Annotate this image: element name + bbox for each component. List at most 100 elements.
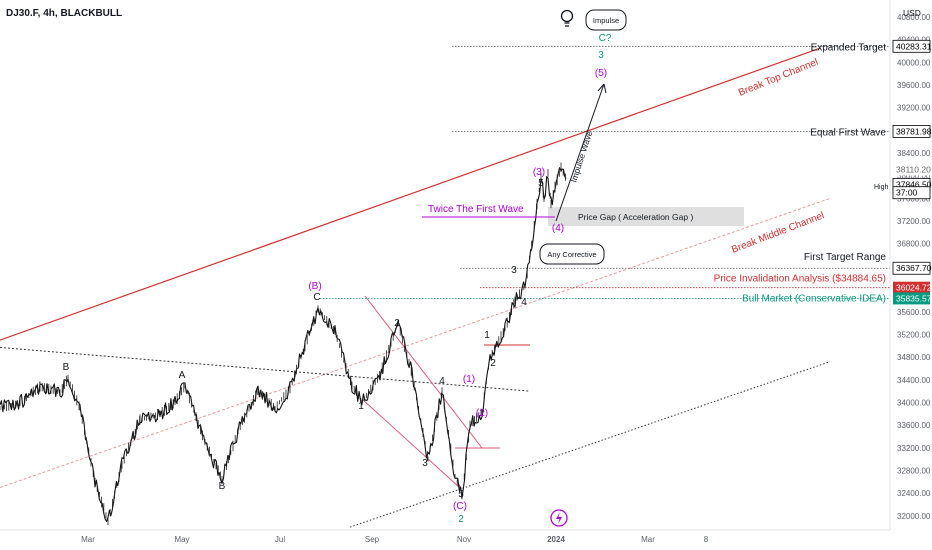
- wedge-bottom-line: [361, 398, 461, 489]
- trend-lines: [0, 47, 831, 528]
- price-tag-text: 35835.57: [896, 293, 932, 303]
- y-tick-label: 40800.00: [897, 13, 931, 22]
- wave-label: 3: [598, 50, 604, 61]
- any-corrective-label: Any Corrective: [547, 250, 596, 259]
- wave-label: 2: [490, 358, 496, 369]
- price-tag: 40283.31: [892, 39, 932, 53]
- wave-label: 2: [394, 318, 400, 329]
- price-tag: 35835.57: [893, 292, 932, 305]
- wave-label: 3: [511, 265, 517, 276]
- break-middle-channel-line: [0, 197, 831, 488]
- chart-title: DJ30.F, 4h, BLACKBULL: [6, 8, 122, 19]
- wave-label: 1: [358, 401, 364, 412]
- price-tag: 37:00: [892, 186, 931, 200]
- lightbulb-glass: [560, 9, 574, 23]
- price-line: [0, 167, 567, 523]
- wave-label: C: [313, 292, 320, 303]
- price-gap-zone: Price Gap ( Acceleration Gap ): [548, 207, 744, 226]
- wave-label: B: [219, 481, 226, 492]
- level-label: Price Invalidation Analysis ($34884.65): [714, 274, 886, 285]
- wave-label: (C): [453, 501, 467, 512]
- wave-label: (1): [463, 374, 475, 385]
- upper-trend-line: [0, 346, 531, 392]
- level-label: First Target Range: [804, 252, 887, 263]
- high-label: High: [874, 184, 889, 191]
- price-tag: 38781.98: [892, 124, 932, 138]
- lightbulb-icon: [560, 9, 574, 27]
- wave-label: B: [63, 362, 70, 373]
- wave-label: 1: [484, 330, 490, 341]
- level-label: Bull Market (Conservative IDEA): [742, 293, 886, 304]
- break-top-channel-line: [0, 47, 821, 341]
- price-tag-text: 36367.70: [896, 263, 932, 273]
- impulse-label: Impulse: [593, 16, 619, 25]
- y-tick-label: 40000.00: [897, 58, 931, 67]
- price-tag-text: 37:00: [896, 188, 918, 198]
- price-tag-text: 40283.31: [896, 41, 932, 51]
- price-tag-text: 36024.72: [896, 283, 932, 293]
- price-tag: 38110.20: [893, 163, 931, 176]
- price-tag-bg: [892, 261, 931, 275]
- wave-label: 2: [458, 514, 464, 525]
- impulse-arrowhead: [597, 83, 607, 94]
- y-tick-label: 39200.00: [897, 104, 931, 113]
- wave-label: 4: [521, 297, 527, 308]
- wave-label: (5): [595, 68, 607, 79]
- x-tick-label: Jul: [275, 535, 285, 544]
- y-tick-label: 32000.00: [897, 512, 931, 521]
- y-tick-label: 33200.00: [897, 444, 931, 453]
- y-tick-label: 36800.00: [897, 240, 931, 249]
- price-tag-bg: [892, 39, 931, 53]
- price-series: [0, 162, 567, 526]
- wedge-top-line: [364, 295, 483, 449]
- price-gap-box: [548, 207, 744, 226]
- time-axis[interactable]: Mar May Jul Sep Nov 2024 Mar 8: [0, 529, 890, 544]
- tradingview-logo-icon: [550, 509, 568, 527]
- y-tick-label: 32400.00: [897, 489, 931, 498]
- currency-label: USD: [903, 8, 921, 18]
- y-tick-label: 39600.00: [897, 81, 931, 90]
- wave-label: (3): [533, 167, 545, 178]
- price-tag-bg: [893, 281, 930, 294]
- bottom-channel-line: [349, 361, 831, 528]
- price-tag: 36367.70: [892, 261, 932, 275]
- wave-label: (2): [476, 408, 488, 419]
- y-tick-label: 37200.00: [897, 217, 931, 226]
- y-tick-label: 32800.00: [897, 466, 931, 475]
- price-tag-text: 38781.98: [896, 126, 932, 136]
- price-tag-text: 38110.20: [896, 164, 931, 174]
- level-label: Expanded Target: [811, 42, 887, 53]
- price-tag-bg: [892, 186, 931, 200]
- x-tick-label: May: [174, 535, 189, 544]
- y-tick-label: 33600.00: [897, 421, 931, 430]
- wave-label: (B): [308, 281, 321, 292]
- price-tag-bg: [893, 292, 930, 305]
- x-tick-label: Mar: [81, 535, 95, 544]
- wave-label: 5: [538, 178, 544, 189]
- price-gap-label: Price Gap ( Acceleration Gap ): [578, 212, 693, 222]
- price-tag: 36024.72: [893, 281, 932, 294]
- wave-label: A: [179, 370, 186, 381]
- price-tag-text: 37846.50: [896, 179, 932, 189]
- level-label: Equal First Wave: [810, 127, 886, 138]
- y-tick-label: 35200.00: [897, 330, 931, 339]
- impulse-arrow: [555, 83, 605, 222]
- wave-label: 5: [458, 489, 464, 500]
- price-tag-bg: [893, 163, 930, 176]
- y-tick-label: 34800.00: [897, 353, 931, 362]
- x-tick-label: Sep: [365, 535, 380, 544]
- wave-label: 3: [422, 458, 428, 469]
- y-tick-label: 38400.00: [897, 149, 931, 158]
- y-tick-label: 34400.00: [897, 376, 931, 385]
- price-tag-bg: [892, 124, 931, 138]
- logo-bolt: [556, 512, 562, 524]
- x-tick-label: 8: [704, 535, 709, 544]
- x-tick-label: Nov: [457, 535, 471, 544]
- y-tick-label: 35600.00: [897, 308, 931, 317]
- y-tick-label: 38000.00: [897, 172, 931, 181]
- price-axis[interactable]: 32000.00 32400.00 32800.00 33200.00 33600.00…: [889, 0, 932, 530]
- any-corrective-box: [539, 243, 605, 265]
- impulse-box: [585, 9, 627, 31]
